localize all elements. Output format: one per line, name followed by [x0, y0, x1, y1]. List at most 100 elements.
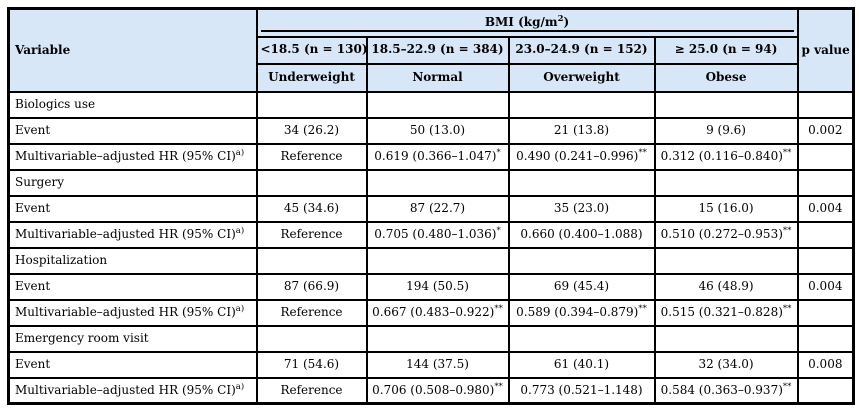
superscript-marker: ** [782, 147, 792, 158]
table-body: Biologics use Event 34 (26.2) 50 (13.0) 21 (… [7, 90, 855, 405]
hr-row: Multivariable–adjusted HR (95% CI)a) Refe… [7, 298, 855, 327]
p-value-cell: 0.004 [796, 194, 855, 223]
row-label-cell: Multivariable–adjusted HR (95% CI)a) [7, 220, 258, 249]
superscript-marker: ** [782, 381, 792, 392]
hr-value-cell: 0.706 (0.508–0.980)** [365, 376, 510, 405]
section-label-cell: Biologics use [7, 90, 258, 119]
event-value-cell: 9 (9.6) [653, 116, 799, 145]
empty-cell [796, 90, 855, 119]
empty-cell [653, 168, 799, 197]
empty-cell [796, 324, 855, 353]
superscript-marker: ** [638, 303, 647, 314]
empty-cell [255, 90, 368, 119]
empty-cell [365, 168, 510, 197]
table-header: Variable BMI (kg/m2) p value <18.5 (n = … [7, 7, 855, 93]
event-value-cell: 45 (34.6) [255, 194, 368, 223]
event-value-cell: 61 (40.1) [507, 350, 656, 379]
event-value-cell: 50 (13.0) [365, 116, 510, 145]
bmi-underlined-title: BMI (kg/m2) [260, 14, 794, 32]
empty-cell [507, 324, 656, 353]
superscript-marker: a) [235, 303, 245, 314]
section-row: Biologics use [7, 90, 855, 119]
empty-cell [796, 298, 855, 327]
event-row: Event 45 (34.6) 87 (22.7) 35 (23.0) 15 (16.0… [7, 194, 855, 223]
superscript-marker: * [496, 225, 501, 236]
row-label-cell: Event [7, 194, 258, 223]
section-row: Surgery [7, 168, 855, 197]
header-p-value: p value [796, 7, 855, 93]
empty-cell [365, 90, 510, 119]
header-label-normal: Normal [365, 62, 510, 93]
row-label-cell: Multivariable–adjusted HR (95% CI)a) [7, 376, 258, 405]
empty-cell [653, 324, 799, 353]
event-value-cell: 71 (54.6) [255, 350, 368, 379]
hr-value-cell: 0.584 (0.363–0.937)** [653, 376, 799, 405]
section-row: Emergency room visit [7, 324, 855, 353]
hr-value-cell: 0.515 (0.321–0.828)** [653, 298, 799, 327]
bmi-superscript: 2 [557, 14, 564, 25]
hr-value-cell: 0.589 (0.394–0.879)** [507, 298, 656, 327]
empty-cell [796, 220, 855, 249]
hr-value-cell: Reference [255, 220, 368, 249]
hr-row: Multivariable–adjusted HR (95% CI)a) Refe… [7, 142, 855, 171]
header-col-normal-range: 18.5–22.9 (n = 384) [365, 35, 510, 65]
empty-cell [255, 168, 368, 197]
header-col-underweight-range: <18.5 (n = 130) [255, 35, 368, 65]
p-value-cell: 0.002 [796, 116, 855, 145]
header-variable: Variable [7, 7, 258, 93]
event-value-cell: 87 (66.9) [255, 272, 368, 301]
row-label-cell: Event [7, 116, 258, 145]
p-value-cell: 0.004 [796, 272, 855, 301]
hr-value-cell: Reference [255, 142, 368, 171]
empty-cell [507, 246, 656, 275]
superscript-marker: * [496, 147, 501, 158]
empty-cell [507, 168, 656, 197]
header-row-bmi: Variable BMI (kg/m2) p value [7, 7, 855, 93]
hr-value-cell: 0.490 (0.241–0.996)** [507, 142, 656, 171]
empty-cell [365, 324, 510, 353]
hr-value-cell: 0.619 (0.366–1.047)* [365, 142, 510, 171]
section-label-cell: Emergency room visit [7, 324, 258, 353]
event-value-cell: 87 (22.7) [365, 194, 510, 223]
header-bmi-group: BMI (kg/m2) [255, 7, 799, 38]
event-value-cell: 144 (37.5) [365, 350, 510, 379]
empty-cell [653, 90, 799, 119]
empty-cell [796, 246, 855, 275]
event-value-cell: 194 (50.5) [365, 272, 510, 301]
section-label-cell: Surgery [7, 168, 258, 197]
empty-cell [796, 376, 855, 405]
hr-value-cell: 0.660 (0.400–1.088) [507, 220, 656, 249]
header-col-obese-range: ≥ 25.0 (n = 94) [653, 35, 799, 65]
empty-cell [796, 168, 855, 197]
p-value-cell: 0.008 [796, 350, 855, 379]
header-label-obese: Obese [653, 62, 799, 93]
hr-value-cell: 0.510 (0.272–0.953)** [653, 220, 799, 249]
hr-value-cell: 0.312 (0.116–0.840)** [653, 142, 799, 171]
header-label-overweight: Overweight [507, 62, 656, 93]
superscript-marker: ** [494, 381, 503, 392]
hr-row: Multivariable–adjusted HR (95% CI)a) Refe… [7, 376, 855, 405]
hr-value-cell: Reference [255, 298, 368, 327]
header-label-underweight: Underweight [255, 62, 368, 93]
section-label-cell: Hospitalization [7, 246, 258, 275]
empty-cell [653, 246, 799, 275]
section-row: Hospitalization [7, 246, 855, 275]
empty-cell [255, 324, 368, 353]
event-value-cell: 21 (13.8) [507, 116, 656, 145]
empty-cell [255, 246, 368, 275]
row-label-cell: Event [7, 350, 258, 379]
superscript-marker: a) [235, 225, 245, 236]
hr-outcomes-table: Variable BMI (kg/m2) p value <18.5 (n = … [7, 7, 856, 405]
empty-cell [796, 142, 855, 171]
hr-value-cell: Reference [255, 376, 368, 405]
event-row: Event 34 (26.2) 50 (13.0) 21 (13.8) 9 (9.6) 0… [7, 116, 855, 145]
header-row-labels: Underweight Normal Overweight Obese [9, 62, 854, 93]
event-value-cell: 35 (23.0) [507, 194, 656, 223]
superscript-marker: ** [782, 225, 792, 236]
empty-cell [507, 90, 656, 119]
hr-value-cell: 0.705 (0.480–1.036)* [365, 220, 510, 249]
event-value-cell: 46 (48.9) [653, 272, 799, 301]
event-value-cell: 34 (26.2) [255, 116, 368, 145]
superscript-marker: a) [235, 381, 245, 392]
hr-row: Multivariable–adjusted HR (95% CI)a) Refe… [7, 220, 855, 249]
